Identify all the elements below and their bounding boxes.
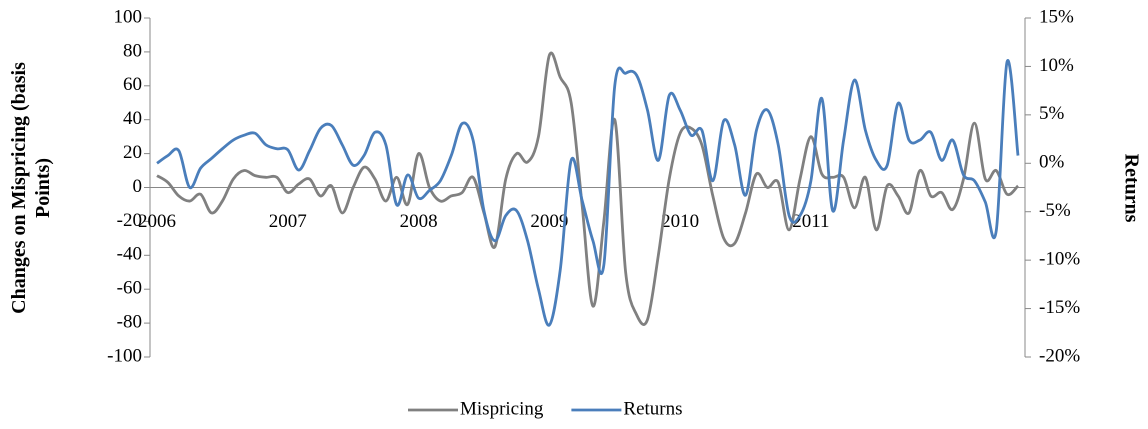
- x-tick-label: 2011: [792, 211, 829, 232]
- x-tick-label: 2010: [661, 211, 699, 232]
- y-tick-label: 40: [123, 108, 142, 129]
- x-tick-label: 2006: [138, 211, 176, 232]
- x-tick-label: 2007: [269, 211, 307, 232]
- y2-tick-label: 0%: [1039, 152, 1065, 173]
- y-tick-label: -60: [117, 278, 142, 299]
- y2-axis-title: Returns: [1120, 154, 1142, 223]
- y2-tick-label: 10%: [1039, 55, 1074, 76]
- y2-tick-label: 5%: [1039, 103, 1065, 124]
- y-tick-label: -40: [117, 244, 142, 265]
- x-tick-label: 2008: [400, 211, 438, 232]
- legend-label: Mispricing: [460, 398, 544, 419]
- y-tick-label: -100: [107, 345, 142, 366]
- y-tick-label: 100: [114, 6, 143, 27]
- y-axis-title-line: Changes on Mispricing (basis: [8, 62, 30, 314]
- y2-tick-label: -5%: [1039, 200, 1071, 221]
- y-tick-label: 20: [123, 142, 142, 163]
- y-tick-label: -80: [117, 311, 142, 332]
- y-tick-label: 80: [123, 40, 142, 61]
- x-tick-label: 2009: [530, 211, 568, 232]
- y-tick-label: 60: [123, 74, 142, 95]
- y-tick-label: -20: [117, 210, 142, 231]
- y2-tick-label: -20%: [1039, 345, 1080, 366]
- y-axis-title: Changes on Mispricing (basis Points): [8, 62, 54, 314]
- y-axis-title-line: Points): [32, 158, 54, 218]
- y2-tick-label: -15%: [1039, 297, 1080, 318]
- legend-label: Returns: [623, 398, 682, 419]
- y2-tick-label: -10%: [1039, 249, 1080, 270]
- series-line: [156, 51, 1020, 326]
- y-tick-label: 0: [133, 176, 143, 197]
- series-line: [156, 59, 1020, 327]
- y2-tick-label: 15%: [1039, 6, 1074, 27]
